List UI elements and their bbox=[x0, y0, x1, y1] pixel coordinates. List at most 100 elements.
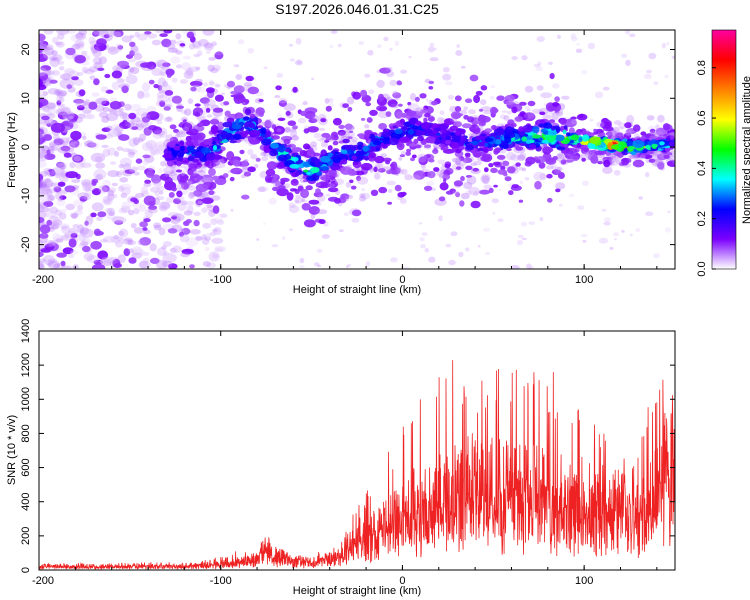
x-tick-label: 0 bbox=[399, 274, 405, 286]
spectrogram-blob bbox=[480, 175, 491, 184]
spectrogram-blob bbox=[48, 146, 55, 151]
spectrogram-blob bbox=[230, 94, 236, 98]
spectrogram-blob bbox=[129, 66, 140, 75]
spectrogram-blob bbox=[603, 159, 611, 168]
spectrogram-blob bbox=[187, 98, 194, 104]
spectrogram-blob bbox=[62, 265, 76, 269]
spectrogram-blob bbox=[97, 205, 103, 210]
colorbar: 0.00.20.40.60.8 Normalized spectral ampl… bbox=[696, 29, 750, 277]
spectrogram-blob bbox=[88, 101, 98, 110]
spectrogram-blob bbox=[536, 85, 544, 91]
spectrogram-blob bbox=[543, 122, 553, 131]
spectrogram-blob bbox=[190, 80, 203, 87]
spectrogram-blob bbox=[565, 159, 574, 163]
spectrogram-blob bbox=[203, 82, 208, 87]
spectrogram-blob bbox=[193, 45, 202, 50]
spectrogram-blob bbox=[283, 103, 296, 112]
spectrogram-blob bbox=[360, 117, 366, 121]
spectrogram-blob bbox=[559, 118, 567, 125]
spectrogram-blob bbox=[83, 252, 95, 261]
spectrogram-blob bbox=[64, 185, 76, 193]
spectrogram-blob bbox=[210, 195, 221, 201]
spectrogram-blob bbox=[39, 137, 43, 143]
spectrogram-blob bbox=[356, 150, 363, 157]
spectrogram-blob bbox=[56, 162, 68, 168]
spectrogram-blob bbox=[59, 30, 65, 33]
spectrogram-blob bbox=[151, 174, 162, 184]
figure-title: S197.2026.046.01.31.C25 bbox=[275, 1, 439, 17]
spectrogram-blob bbox=[176, 190, 183, 198]
spectrogram-blob bbox=[91, 92, 100, 97]
spectrogram-blob bbox=[123, 248, 131, 257]
spectrogram-blob bbox=[75, 100, 86, 108]
spectrogram-blob bbox=[39, 263, 45, 269]
spectrogram-blob bbox=[332, 140, 339, 146]
spectrogram-blob bbox=[39, 33, 46, 42]
spectrogram-blob bbox=[249, 138, 261, 145]
spectrogram-blob bbox=[206, 99, 216, 107]
spectrogram-blob bbox=[47, 88, 60, 95]
spectrogram-blob bbox=[156, 196, 165, 201]
spectrogram-frame bbox=[38, 29, 676, 270]
spectrogram-blob bbox=[121, 35, 132, 43]
spectrogram-blob bbox=[47, 258, 58, 263]
spectrogram-blob bbox=[63, 152, 72, 158]
spectrogram-blob bbox=[466, 175, 477, 185]
spectrogram-blob bbox=[405, 110, 417, 117]
spectrogram-blob bbox=[107, 170, 120, 178]
spectrogram-blob bbox=[346, 131, 356, 138]
spectrogram-blob bbox=[518, 199, 524, 203]
spectrogram-blob bbox=[115, 239, 123, 248]
spectrogram-blob bbox=[295, 37, 302, 45]
spectrogram-blob bbox=[121, 238, 133, 245]
spectrogram-blob bbox=[271, 244, 279, 248]
spectrogram-blob bbox=[153, 222, 162, 229]
spectrogram-blob bbox=[208, 57, 216, 61]
spectrogram-blob bbox=[220, 92, 225, 96]
y-tick-label: -10 bbox=[20, 188, 32, 204]
spectrogram-blob bbox=[60, 73, 72, 80]
spectrogram-blob bbox=[445, 81, 453, 86]
spectrogram-blob bbox=[87, 142, 96, 148]
spectrogram-blob bbox=[344, 123, 353, 130]
spectrogram-blob bbox=[286, 192, 294, 201]
spectrogram-blob bbox=[139, 260, 149, 269]
spectrogram-blob bbox=[344, 128, 351, 134]
spectrogram-blob bbox=[400, 69, 408, 74]
spectrogram-blob bbox=[158, 227, 166, 236]
spectrogram-blob bbox=[65, 47, 76, 56]
spectrogram-blob bbox=[619, 126, 624, 130]
spectrogram-blob bbox=[175, 64, 183, 69]
spectrogram-blob bbox=[470, 200, 481, 209]
spectrogram-blob bbox=[319, 166, 330, 171]
spectrogram-blob bbox=[42, 51, 54, 59]
spectrogram-blob bbox=[661, 42, 667, 49]
spectrogram-blob bbox=[39, 78, 43, 87]
spectrogram-blob bbox=[209, 118, 220, 125]
spectrogram-blob bbox=[133, 53, 143, 60]
spectrogram-blob bbox=[349, 179, 354, 184]
spectrogram-blob bbox=[119, 121, 131, 129]
spectrogram-blob bbox=[67, 227, 79, 236]
spectrogram-blob bbox=[67, 70, 80, 78]
spectrogram-blob bbox=[663, 154, 670, 159]
spectrogram-blob bbox=[256, 238, 260, 241]
spectrogram-blob bbox=[114, 110, 125, 117]
spectrogram-blob bbox=[423, 105, 429, 111]
spectrogram-blob bbox=[127, 148, 138, 155]
spectrogram-blob bbox=[568, 193, 575, 198]
spectrogram-blob bbox=[206, 114, 213, 118]
spectrogram-blob bbox=[447, 94, 454, 100]
spectrogram-blob bbox=[624, 129, 633, 136]
spectrogram-blob bbox=[301, 199, 308, 203]
spectrogram-blob bbox=[131, 248, 145, 255]
spectrogram-blob bbox=[75, 32, 87, 41]
spectrogram-blob bbox=[39, 186, 47, 195]
spectrogram-blob bbox=[124, 103, 132, 111]
spectrogram-blob bbox=[78, 89, 86, 97]
spectrogram-blob bbox=[211, 237, 224, 244]
spectrogram-blob bbox=[445, 243, 452, 248]
spectrogram-blob bbox=[45, 211, 57, 218]
spectrogram-blob bbox=[100, 256, 111, 267]
spectrogram-blob bbox=[535, 159, 541, 164]
